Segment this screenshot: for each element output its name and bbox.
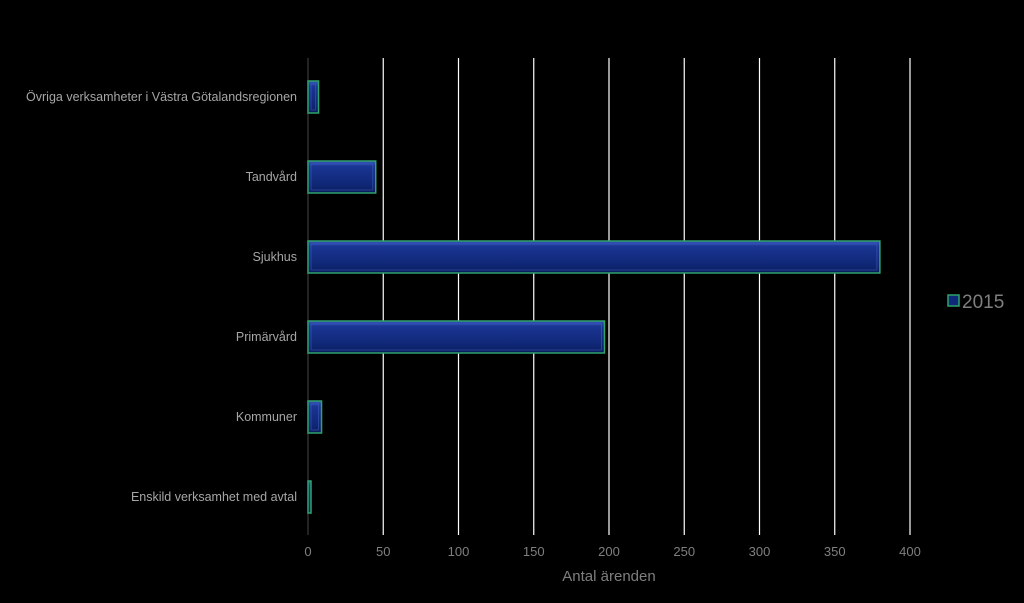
- bar-bevel-0: [310, 83, 317, 111]
- x-axis-title: Antal ärenden: [562, 568, 655, 585]
- x-tick-labels: 0 50 100 150 200 250 300 350 400: [304, 544, 920, 559]
- category-label: Övriga verksamheter i Västra Götalandsre…: [26, 90, 297, 104]
- x-tick-label: 250: [673, 544, 695, 559]
- bar-4: [307, 400, 323, 434]
- x-tick-label: 400: [899, 544, 921, 559]
- bar-3: [307, 320, 606, 354]
- category-label: Sjukhus: [253, 250, 297, 264]
- legend: 2015: [947, 292, 1004, 313]
- x-tick-label: 300: [749, 544, 771, 559]
- category-label: Tandvård: [246, 170, 297, 184]
- bar-5: [307, 480, 312, 514]
- bar-bevel-3: [310, 323, 602, 351]
- x-tick-label: 200: [598, 544, 620, 559]
- gridlines: [307, 58, 911, 535]
- category-label: Kommuner: [236, 410, 297, 424]
- x-tick-label: 350: [824, 544, 846, 559]
- bars: [307, 80, 881, 514]
- legend-swatch: [947, 294, 960, 307]
- x-tick-label: 0: [304, 544, 311, 559]
- x-tick-label: 150: [523, 544, 545, 559]
- bar-1: [307, 160, 377, 194]
- bar-bevel-2: [310, 243, 878, 271]
- bar-0: [307, 80, 320, 114]
- bar-bevel-4: [310, 403, 320, 431]
- category-label: Enskild verksamhet med avtal: [131, 490, 297, 504]
- bar-bevel-1: [310, 163, 374, 191]
- category-label: Primärvård: [236, 330, 297, 344]
- x-tick-label: 100: [448, 544, 470, 559]
- bar-2: [307, 240, 881, 274]
- legend-label-2015: 2015: [962, 292, 1004, 313]
- x-tick-label: 50: [376, 544, 390, 559]
- category-labels: Övriga verksamheter i Västra Götalandsre…: [26, 90, 297, 504]
